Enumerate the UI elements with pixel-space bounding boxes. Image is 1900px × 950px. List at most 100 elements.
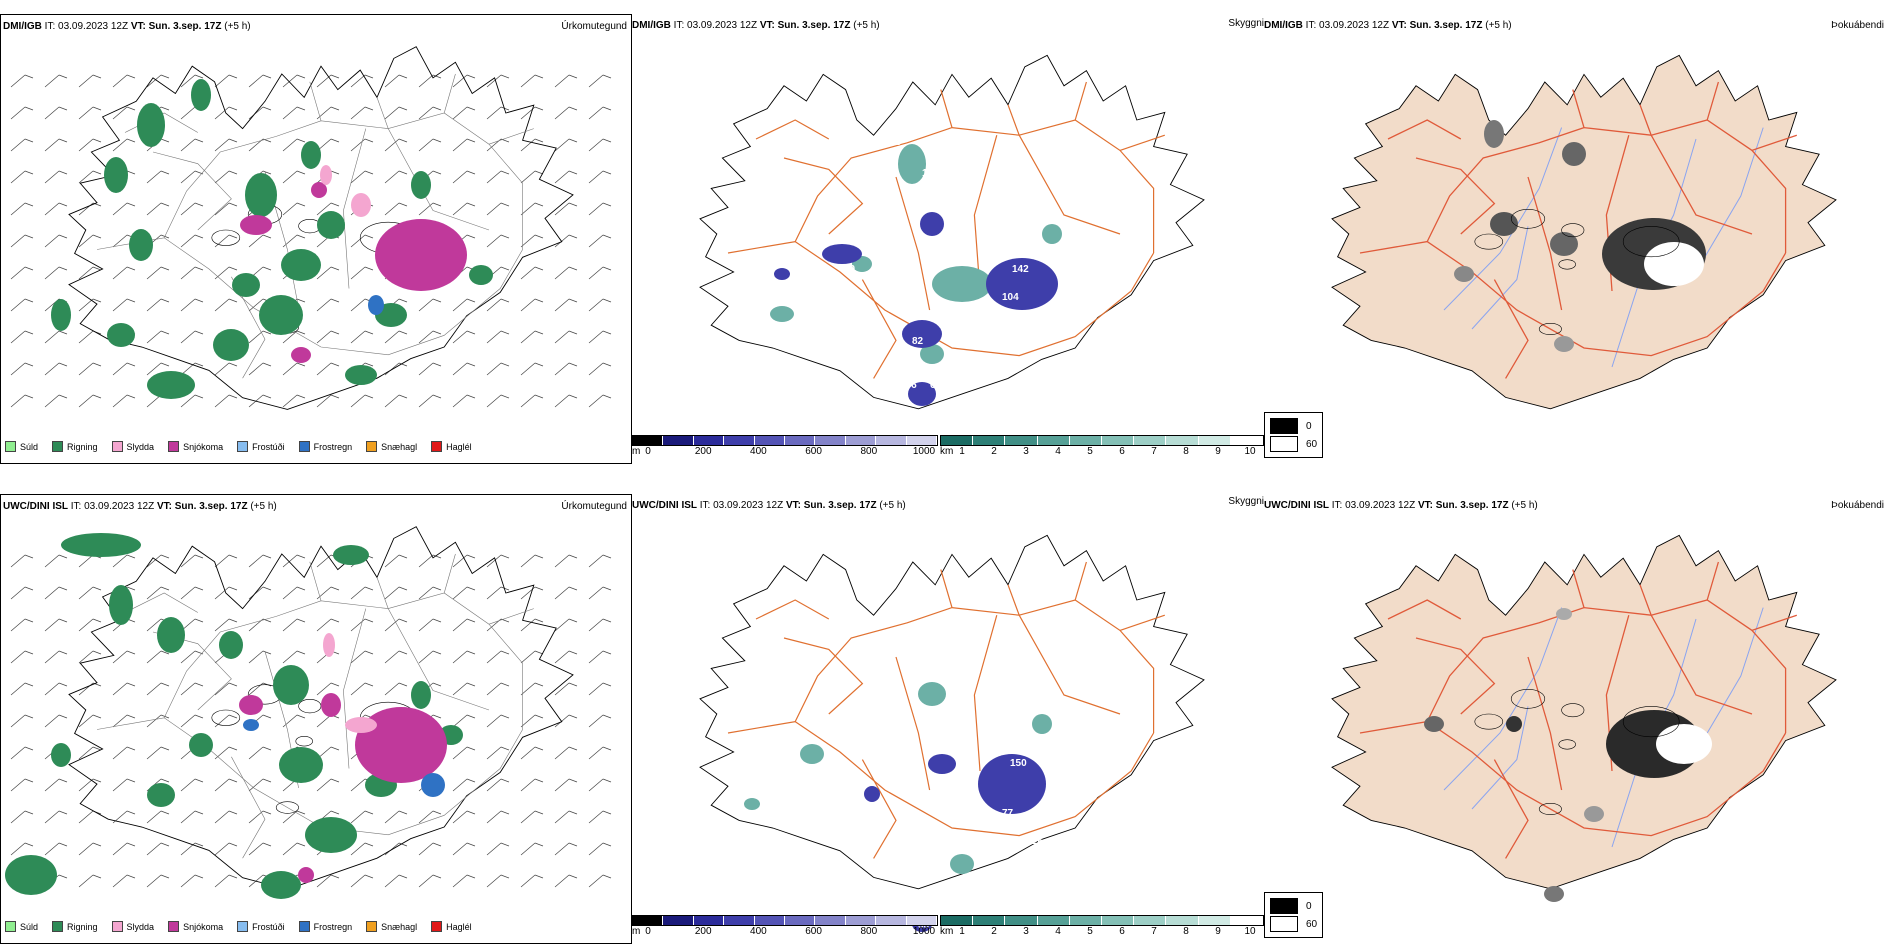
colorbar-tick-label: 0 (645, 926, 651, 937)
river (1443, 607, 1563, 791)
legend-swatch (366, 441, 378, 452)
wind-barb (350, 810, 374, 824)
wind-barb (282, 842, 306, 856)
wind-barb (282, 554, 306, 568)
colorbar-tick-label: 400 (750, 926, 767, 937)
wind-barb (452, 586, 476, 600)
wind-barb (520, 394, 544, 408)
wind-barb (112, 74, 136, 88)
wind-barb (248, 778, 272, 792)
wind-barb (520, 746, 544, 760)
colorbar-tick-label: 5 (1087, 926, 1093, 937)
wind-barb (350, 394, 374, 408)
wind-barb (384, 586, 408, 600)
wind-barb (554, 618, 578, 632)
road (1650, 134, 1753, 235)
rain-area (5, 855, 57, 895)
wind-barb (588, 74, 612, 88)
wind-barb (452, 362, 476, 376)
cloud-base-area (902, 320, 942, 348)
road (1018, 614, 1121, 715)
rain-area (219, 631, 243, 659)
wind-barb (588, 586, 612, 600)
visibility-area (1032, 714, 1052, 734)
legend-swatch (298, 921, 310, 932)
rain-area (137, 103, 165, 147)
legend-label: Frostúði (252, 921, 285, 932)
glacier-outline (1510, 209, 1546, 229)
colorbar-tick-label: 1 (959, 926, 965, 937)
wind-barb (520, 682, 544, 696)
wind-barb (588, 682, 612, 696)
wind-barb (520, 618, 544, 632)
fog-indicator-title: Þokuábendi (1831, 500, 1884, 511)
wind-barb (520, 330, 544, 344)
wind-barb (520, 266, 544, 280)
precip-legend-item: Snjókoma (168, 441, 223, 452)
wind-barb (452, 138, 476, 152)
wind-barb (44, 618, 68, 632)
wind-barb (452, 394, 476, 408)
colorbar-tick-label: 7 (1151, 446, 1157, 457)
wind-barb (486, 650, 510, 664)
road (794, 599, 1155, 733)
road (1650, 614, 1753, 715)
road (1426, 599, 1787, 733)
road (861, 279, 897, 379)
wind-barb (248, 746, 272, 760)
wind-barb (520, 138, 544, 152)
fog-swatch-0 (1270, 898, 1298, 914)
wind-barb (520, 298, 544, 312)
colorbar-tick-label: 2 (991, 446, 997, 457)
wind-barb (350, 106, 374, 120)
wind-barb (214, 362, 238, 376)
colorbar-tick-label: 6 (1119, 926, 1125, 937)
road (1007, 584, 1020, 616)
glacier-outline (1558, 739, 1576, 750)
glacier-outline (1561, 703, 1585, 718)
wind-barb (452, 810, 476, 824)
wind-barb (554, 874, 578, 888)
legend-swatch (52, 921, 64, 932)
wind-barb (146, 874, 170, 888)
wind-barb (78, 234, 102, 248)
wind-barb (350, 586, 374, 600)
colorbar-tick-label: 10 (1244, 446, 1256, 457)
wind-barb (486, 74, 510, 88)
glacier-outline (1622, 706, 1680, 738)
precip-legend-item: Snæhagl (366, 921, 417, 932)
snow-area (375, 219, 467, 291)
road (755, 119, 830, 140)
colorbar-segment (754, 916, 786, 925)
wind-barb (10, 266, 34, 280)
colorbar-segment (663, 916, 694, 925)
precip-legend-item: Slydda (111, 441, 154, 452)
wind-barb (350, 138, 374, 152)
rain-area (147, 783, 175, 807)
colorbar-unit: m (632, 446, 641, 457)
wind-barb (486, 746, 510, 760)
river (1443, 127, 1563, 311)
wind-barb (10, 682, 34, 696)
colorbar-tick-label: 3 (1023, 446, 1029, 457)
wind-barb (282, 650, 306, 664)
wind-barb (452, 618, 476, 632)
wind-barb (418, 138, 442, 152)
wind-barb (486, 778, 510, 792)
colorbar-tick-label: 6 (1119, 446, 1125, 457)
fog-area (1424, 716, 1444, 732)
wind-barb (486, 682, 510, 696)
wind-barb (214, 170, 238, 184)
wind-barb (486, 202, 510, 216)
cloud-base-label: 106 (900, 380, 917, 391)
colorbar-ticks: km 1 2 3 4 5 6 7 8 9 10 (940, 926, 1264, 938)
panel-header: UWC/DINI ISL IT: 03.09.2023 12Z VT: Sun.… (1264, 500, 1538, 511)
land (1331, 534, 1837, 890)
legend-swatch (5, 441, 16, 452)
wind-barb (520, 554, 544, 568)
wind-barb (588, 298, 612, 312)
precip-legend-item: Haglél (431, 921, 472, 932)
road (387, 608, 490, 711)
colorbar-tick-label: 4 (1055, 926, 1061, 937)
coastline (68, 526, 574, 890)
